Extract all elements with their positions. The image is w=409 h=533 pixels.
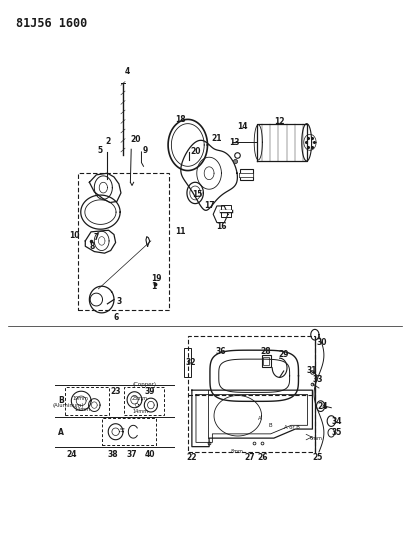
Text: 14: 14 bbox=[236, 123, 247, 131]
Text: 36: 36 bbox=[215, 348, 225, 356]
Text: 6mm: 6mm bbox=[309, 435, 321, 441]
Text: 32: 32 bbox=[185, 358, 196, 367]
Text: Or: Or bbox=[134, 402, 140, 408]
Text: 26: 26 bbox=[257, 453, 267, 462]
Text: 9: 9 bbox=[142, 146, 148, 155]
Text: 35: 35 bbox=[330, 429, 341, 437]
Text: 18: 18 bbox=[175, 116, 186, 124]
Text: 3: 3 bbox=[117, 297, 122, 305]
Text: 14mm: 14mm bbox=[74, 407, 90, 412]
Text: (Copper): (Copper) bbox=[132, 382, 156, 387]
Text: 16: 16 bbox=[216, 222, 227, 231]
Text: 12: 12 bbox=[273, 117, 284, 126]
Text: 20: 20 bbox=[190, 148, 201, 156]
Text: 39: 39 bbox=[144, 387, 155, 396]
Text: 23: 23 bbox=[110, 387, 120, 396]
Text: 28: 28 bbox=[260, 348, 270, 356]
Text: (Aluminum): (Aluminum) bbox=[52, 402, 84, 408]
Text: 40: 40 bbox=[144, 450, 155, 458]
Text: 15: 15 bbox=[191, 190, 202, 199]
Text: 22: 22 bbox=[186, 453, 197, 462]
Text: 24: 24 bbox=[317, 402, 328, 410]
Text: 81J56 1600: 81J56 1600 bbox=[16, 17, 88, 30]
Text: 10: 10 bbox=[69, 231, 79, 240]
Text: 8mm: 8mm bbox=[230, 449, 243, 455]
Text: 4: 4 bbox=[125, 68, 130, 76]
Text: 17: 17 bbox=[204, 201, 214, 209]
Text: 33: 33 bbox=[312, 375, 322, 384]
Text: B: B bbox=[58, 397, 64, 405]
Text: 19: 19 bbox=[151, 274, 161, 282]
Text: 31: 31 bbox=[306, 366, 317, 375]
Text: 5: 5 bbox=[97, 146, 102, 155]
Text: 21: 21 bbox=[211, 134, 221, 143]
Text: A: A bbox=[257, 416, 261, 421]
Text: 7: 7 bbox=[93, 233, 99, 241]
Text: 8: 8 bbox=[89, 242, 94, 251]
Text: 30: 30 bbox=[316, 338, 326, 346]
Text: 37: 37 bbox=[126, 450, 137, 458]
Text: 34: 34 bbox=[330, 417, 341, 425]
Text: 5": 5" bbox=[119, 428, 125, 433]
Text: 29: 29 bbox=[277, 350, 288, 359]
Text: 14mm: 14mm bbox=[132, 409, 148, 414]
Text: 24: 24 bbox=[66, 450, 77, 458]
Text: 13: 13 bbox=[228, 139, 239, 147]
Text: 19mm: 19mm bbox=[73, 396, 89, 401]
Text: 20: 20 bbox=[130, 135, 141, 144]
Text: 11: 11 bbox=[175, 228, 186, 236]
Text: 38: 38 bbox=[107, 450, 118, 458]
Text: 2: 2 bbox=[106, 137, 111, 146]
Text: A: A bbox=[58, 429, 64, 437]
Text: A or B: A or B bbox=[283, 425, 299, 430]
Text: 6: 6 bbox=[114, 313, 119, 321]
Text: 23mm: 23mm bbox=[132, 396, 148, 401]
Text: 27: 27 bbox=[243, 453, 254, 462]
Text: 25: 25 bbox=[312, 453, 322, 462]
Text: 1: 1 bbox=[151, 282, 156, 291]
Text: B: B bbox=[268, 423, 272, 428]
